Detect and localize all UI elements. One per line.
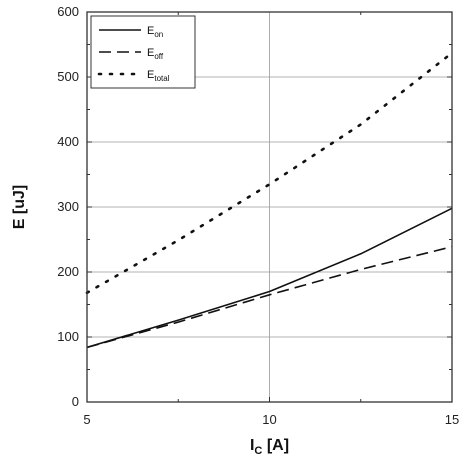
axis-ticks: 0 100 200 300 400 500 600 5 10 15 xyxy=(57,4,459,427)
y-tick-label: 500 xyxy=(57,69,79,84)
series-line-on xyxy=(86,207,453,349)
x-axis-label-main: I xyxy=(250,437,254,454)
x-tick-label: 15 xyxy=(445,412,459,427)
y-tick-label: 300 xyxy=(57,199,79,214)
x-axis-label: IC [A] xyxy=(250,437,289,457)
y-tick-label: 100 xyxy=(57,329,79,344)
y-tick-label: 200 xyxy=(57,264,79,279)
series-line-off xyxy=(86,245,453,349)
legend-label-main: E xyxy=(147,47,154,59)
y-axis-label: E [uJ] xyxy=(11,185,28,229)
legend-label-total: Etotal xyxy=(147,69,170,83)
series-lines xyxy=(85,51,454,349)
x-axis-label-sub: C xyxy=(254,445,262,457)
x-tick-label: 5 xyxy=(83,412,90,427)
legend-label-off: Eoff xyxy=(147,47,164,61)
y-tick-label: 0 xyxy=(72,394,79,409)
y-tick-label: 600 xyxy=(57,4,79,19)
legend-label-sub: on xyxy=(154,30,163,39)
y-tick-label: 400 xyxy=(57,134,79,149)
legend-label-sub: total xyxy=(154,74,169,83)
legend-label-main: E xyxy=(147,25,154,37)
legend-label-main: E xyxy=(147,69,154,81)
legend-label-sub: off xyxy=(154,52,164,61)
legend-label-on: Eon xyxy=(147,25,163,39)
x-axis-label-rest: [A] xyxy=(262,437,289,454)
x-tick-label: 10 xyxy=(262,412,276,427)
